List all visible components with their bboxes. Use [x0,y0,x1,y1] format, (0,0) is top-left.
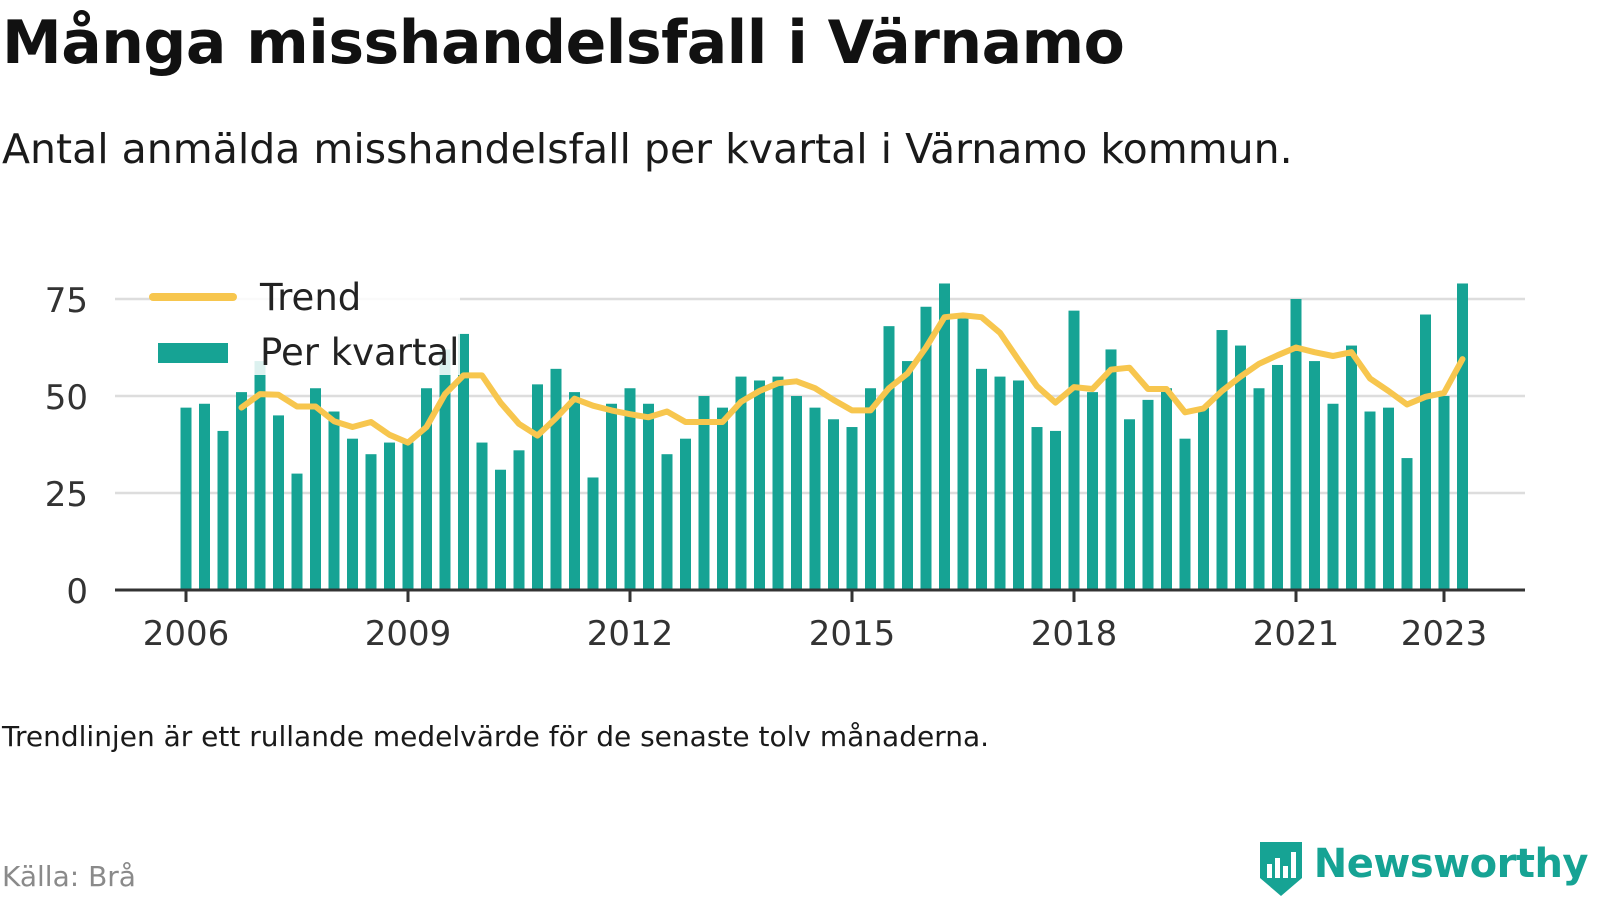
bar [365,454,377,590]
bar [532,384,543,590]
bar [458,333,469,590]
x-tick-label: 2012 [587,614,674,654]
bar [347,438,358,590]
bar [513,450,525,590]
legend-bar-swatch [158,343,228,363]
bar [587,477,599,590]
bar [1087,392,1098,590]
x-tick-label: 2006 [143,614,230,654]
bar [902,361,913,590]
bar [1216,330,1228,590]
bar [846,427,858,590]
bar [569,392,580,590]
bar [772,376,784,590]
bar [828,419,839,590]
x-tick-label: 2021 [1253,614,1340,654]
bar [957,318,969,590]
page-subtitle: Antal anmälda misshandelsfall per kvarta… [2,125,1293,173]
bar [717,407,728,590]
bar [310,388,321,590]
chart-note: Trendlinjen är ett rullande medelvärde f… [2,720,990,753]
bar [865,388,876,590]
bar-series [180,283,1468,590]
bar [643,403,654,590]
bar [606,403,617,590]
bar [273,415,284,590]
bar [1031,427,1043,590]
source-text: Källa: Brå [2,860,136,893]
bar [1161,388,1172,590]
bar [1068,310,1080,590]
y-tick-label: 50 [45,378,88,418]
bar [1179,438,1191,590]
chart: 0 25 50 75 2006 2009 2012 2015 2018 2021 2023 Tren… [44,265,1525,654]
bar [994,376,1006,590]
bar [1309,361,1320,590]
bar [1290,299,1302,590]
bar [1383,407,1394,590]
bar [1364,411,1376,590]
page-title: Många misshandelsfall i Värnamo [2,8,1125,78]
bar [754,380,765,590]
y-tick-label: 75 [45,281,88,321]
bar [217,430,229,590]
bar [661,454,673,590]
bar [883,326,895,590]
bar [180,407,192,590]
x-tick-label: 2018 [1031,614,1118,654]
bar [1013,380,1024,590]
y-tick-label: 0 [66,572,88,612]
bar [1142,399,1154,590]
bar [402,442,414,590]
bar [199,403,210,590]
bar [1050,430,1061,590]
bar [1327,403,1339,590]
bar [439,349,451,590]
bar [1272,364,1283,590]
bar [476,442,488,590]
trend-series [238,312,1466,446]
x-tick-label: 2009 [365,614,452,654]
bar [1457,283,1468,590]
newsworthy-logo-icon [1259,842,1302,896]
legend-bar-label: Per kvartal [260,331,459,374]
bar [976,368,987,590]
bar [1124,419,1135,590]
trend-line [238,312,1466,446]
bar [1401,458,1413,590]
bar [1420,314,1431,590]
legend-trend-label: Trend [259,276,361,319]
bar [1438,396,1450,590]
x-tick-label: 2015 [809,614,896,654]
bar [254,361,266,590]
bar [236,392,247,590]
bar [1105,349,1117,590]
bar [384,442,395,590]
bar [328,411,340,590]
bar [421,388,432,590]
legend: Trend Per kvartal [149,265,460,375]
bar [735,376,747,590]
bar [624,388,636,590]
bar [939,283,950,590]
bar [680,438,691,590]
newsworthy-logo: Newsworthy [1256,840,1589,900]
y-tick-label: 25 [45,475,88,515]
bar [495,469,506,590]
bar [791,396,802,590]
bar [920,306,932,590]
bar [809,407,821,590]
bar [291,473,303,590]
x-tick-label: 2023 [1401,614,1488,654]
bar [550,368,562,590]
bar [1198,407,1209,590]
bar [1346,345,1357,590]
bar [1235,345,1246,590]
bar [1253,388,1265,590]
axes: 0 25 50 75 2006 2009 2012 2015 2018 2021 2023 [45,281,1525,654]
newsworthy-logo-text: Newsworthy [1313,841,1589,887]
bar [698,396,710,590]
